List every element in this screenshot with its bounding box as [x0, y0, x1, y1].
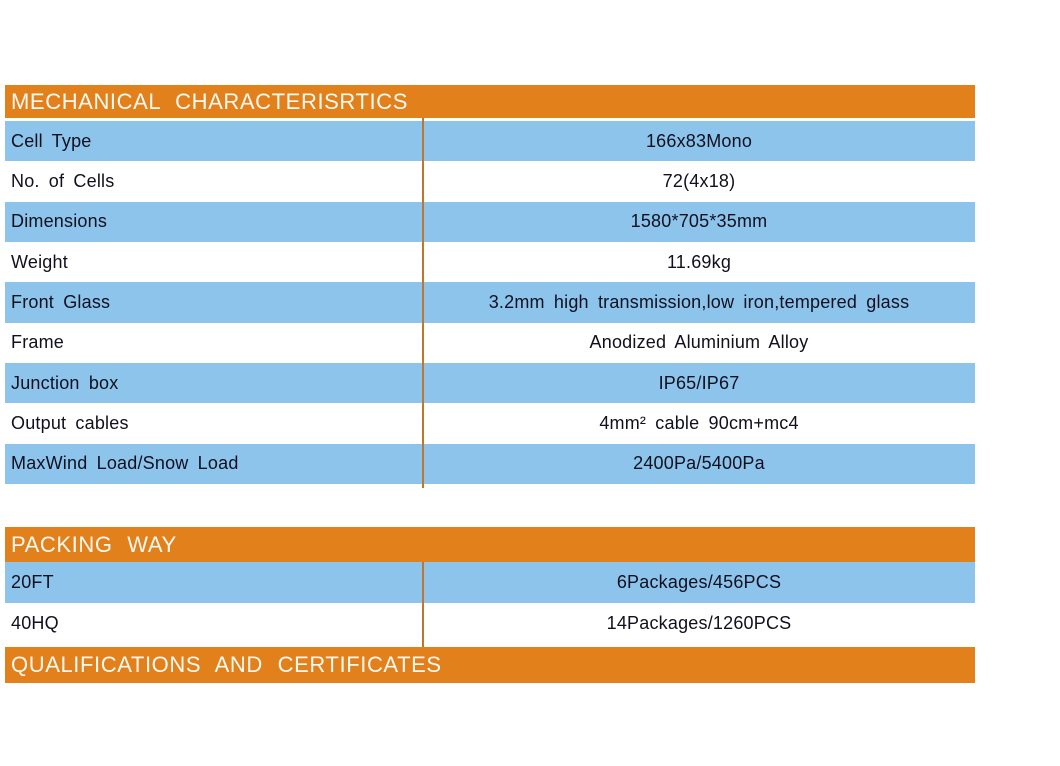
- row-label: 40HQ: [11, 613, 59, 633]
- table-row-cell-type: Cell Type 166x83Mono: [5, 121, 975, 162]
- table-row-max-wind-snow-load: MaxWind Load/Snow Load 2400Pa/5400Pa: [5, 443, 975, 484]
- section-header-packing: PACKING WAY: [5, 527, 975, 562]
- row-label: Front Glass: [11, 291, 111, 312]
- row-value: 14Packages/1260PCS: [606, 613, 792, 633]
- table-row-dimensions: Dimensions 1580*705*35mm: [5, 201, 975, 242]
- table-row-junction-box: Junction box IP65/IP67: [5, 362, 975, 404]
- table-row-frame: Frame Anodized Aluminium Alloy: [5, 322, 975, 363]
- section-header-qualifications: QUALIFICATIONS AND CERTIFICATES: [5, 647, 975, 683]
- section-title: QUALIFICATIONS AND CERTIFICATES: [11, 652, 442, 677]
- row-label: Junction box: [11, 372, 119, 393]
- table-row-40hq: 40HQ 14Packages/1260PCS: [5, 603, 975, 644]
- row-value: 6Packages/456PCS: [616, 572, 782, 592]
- row-value: 3.2mm high transmission,low iron,tempere…: [488, 291, 910, 312]
- row-value: 166x83Mono: [645, 130, 753, 151]
- qualifications-certificates-table: QUALIFICATIONS AND CERTIFICATES: [5, 647, 975, 683]
- row-value: 72(4x18): [662, 170, 736, 191]
- row-label: No. of Cells: [11, 170, 115, 191]
- row-label: Dimensions: [11, 211, 108, 232]
- row-value: IP65/IP67: [658, 372, 740, 393]
- section-header-mechanical: MECHANICAL CHARACTERISRTICS: [5, 85, 975, 118]
- row-label: Frame: [11, 332, 65, 353]
- table-row-20ft: 20FT 6Packages/456PCS: [5, 562, 975, 603]
- row-value: 11.69kg: [666, 251, 732, 272]
- row-value: 2400Pa/5400Pa: [633, 453, 765, 474]
- mechanical-characteristics-table: MECHANICAL CHARACTERISRTICS Cell Type 16…: [5, 85, 975, 488]
- row-label: MaxWind Load/Snow Load: [11, 453, 239, 474]
- row-value: Anodized Aluminium Alloy: [589, 332, 809, 353]
- row-value: 4mm² cable 90cm+mc4: [599, 412, 799, 433]
- table-row-output-cables: Output cables 4mm² cable 90cm+mc4: [5, 403, 975, 444]
- table-row-no-of-cells: No. of Cells 72(4x18): [5, 161, 975, 202]
- row-value: 1580*705*35mm: [630, 211, 768, 232]
- column-divider: [422, 562, 424, 647]
- row-label: 20FT: [11, 572, 54, 592]
- row-label: Cell Type: [11, 130, 92, 151]
- row-label: Weight: [11, 251, 68, 272]
- row-label: Output cables: [11, 412, 129, 433]
- header-gap: [5, 118, 975, 121]
- table-row-front-glass: Front Glass 3.2mm high transmission,low …: [5, 282, 975, 323]
- column-divider: [422, 118, 424, 488]
- section-title: PACKING WAY: [11, 531, 177, 557]
- table-row-weight: Weight 11.69kg: [5, 241, 975, 283]
- section-title: MECHANICAL CHARACTERISRTICS: [11, 88, 409, 114]
- packing-way-table: PACKING WAY 20FT 6Packages/456PCS 40HQ 1…: [5, 527, 975, 647]
